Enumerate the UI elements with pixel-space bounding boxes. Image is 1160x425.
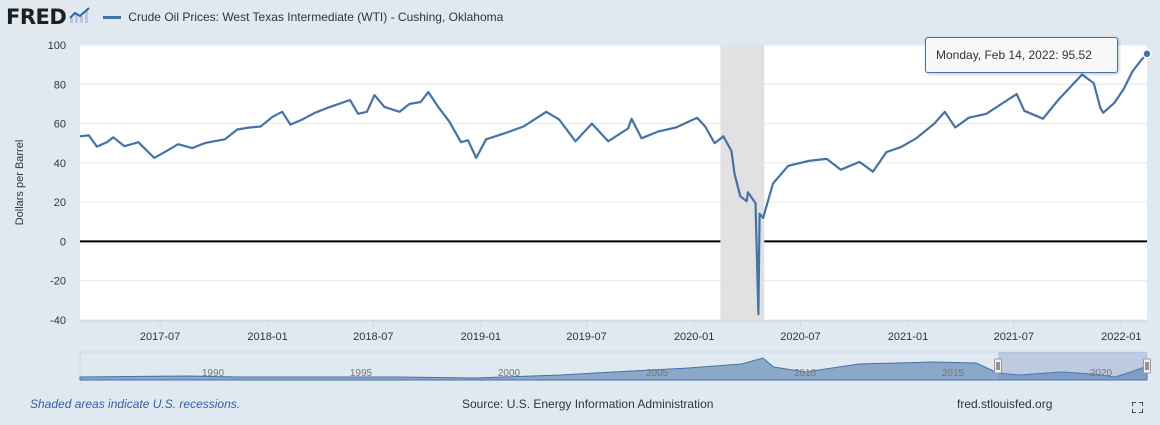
navigator-handle[interactable] (1143, 358, 1151, 374)
source-text[interactable]: Source: U.S. Energy Information Administ… (462, 397, 714, 411)
y-axis-title: Dollars per Barrel (14, 140, 26, 226)
x-tick-label: 2019-01 (461, 331, 501, 343)
fred-graph-icon (69, 5, 91, 29)
chart-header: FRED Crude Oil Prices: West Texas Interm… (6, 4, 503, 30)
tooltip-date: Monday, Feb 14, 2022: (936, 48, 1059, 62)
navigator-selection (998, 352, 1147, 380)
navigator-series (79, 357, 1148, 381)
x-tick-label: 2019-07 (566, 331, 606, 343)
y-tick-label: 60 (54, 119, 66, 131)
series-title: Crude Oil Prices: West Texas Intermediat… (128, 10, 504, 24)
x-tick-label: 2020-01 (674, 331, 714, 343)
data-tooltip: Monday, Feb 14, 2022: 95.52 (925, 37, 1118, 73)
x-tick-label: 2021-07 (994, 331, 1034, 343)
y-tick-label: 100 (48, 40, 66, 52)
navigator-label: 2015 (942, 368, 965, 379)
navigator-handle-body (994, 358, 1002, 374)
series-legend[interactable]: Crude Oil Prices: West Texas Intermediat… (103, 10, 503, 24)
y-tick-label: 40 (54, 158, 66, 170)
y-tick-label: 0 (60, 236, 66, 248)
navigator-label: 1990 (202, 368, 225, 379)
x-tick-label: 2022-01 (1101, 331, 1141, 343)
fred-logo[interactable]: FRED (6, 5, 91, 29)
hover-point-marker (1142, 49, 1152, 59)
site-link[interactable]: fred.stlouisfed.org (957, 397, 1053, 411)
logo-text: FRED (6, 5, 67, 29)
navigator-handle-body (1143, 358, 1151, 374)
y-tick-label: 20 (54, 197, 66, 209)
recession-note[interactable]: Shaded areas indicate U.S. recessions. (30, 397, 241, 411)
x-tick-label: 2018-07 (353, 331, 393, 343)
navigator-label: 1995 (350, 368, 373, 379)
series-line (79, 53, 1148, 316)
plot-background (80, 45, 1147, 320)
x-tick-label: 2018-01 (247, 331, 287, 343)
y-tick-label: 80 (54, 79, 66, 91)
navigator-label: 2020 (1090, 368, 1113, 379)
navigator-label: 2005 (646, 368, 669, 379)
tooltip-value: 95.52 (1061, 48, 1092, 62)
y-tick-label: -20 (50, 276, 66, 288)
fullscreen-icon[interactable] (1132, 402, 1143, 413)
x-tick-label: 2020-07 (780, 331, 820, 343)
navigator-handle[interactable] (994, 358, 1002, 374)
navigator-label: 2010 (794, 368, 817, 379)
navigator-label: 2000 (498, 368, 521, 379)
legend-swatch (103, 15, 122, 19)
x-tick-label: 2021-01 (888, 331, 928, 343)
y-tick-label: -40 (50, 315, 66, 327)
x-tick-label: 2017-07 (140, 331, 180, 343)
